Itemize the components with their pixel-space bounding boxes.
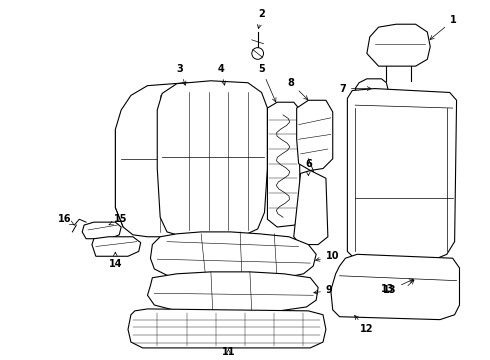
Text: 12: 12 xyxy=(355,315,373,334)
Text: 6: 6 xyxy=(305,159,312,176)
Text: 1: 1 xyxy=(430,15,457,40)
Text: 13: 13 xyxy=(381,284,394,294)
Text: 4: 4 xyxy=(217,64,225,85)
Polygon shape xyxy=(355,79,388,98)
Text: 7: 7 xyxy=(339,84,371,94)
Polygon shape xyxy=(115,83,238,237)
Text: 8: 8 xyxy=(288,78,308,100)
Text: 11: 11 xyxy=(221,347,235,357)
Polygon shape xyxy=(128,309,326,348)
Polygon shape xyxy=(331,254,460,320)
Polygon shape xyxy=(150,232,316,282)
Text: 2: 2 xyxy=(257,9,265,28)
Polygon shape xyxy=(92,237,141,256)
Polygon shape xyxy=(82,222,121,239)
Text: 16: 16 xyxy=(58,214,74,225)
Text: 10: 10 xyxy=(316,251,340,261)
Polygon shape xyxy=(294,171,328,244)
Text: 13: 13 xyxy=(383,279,414,296)
Text: 9: 9 xyxy=(314,285,333,296)
Polygon shape xyxy=(367,24,430,66)
Text: 3: 3 xyxy=(176,64,186,85)
Polygon shape xyxy=(296,100,333,171)
Polygon shape xyxy=(268,102,300,227)
Text: 15: 15 xyxy=(109,214,128,225)
Polygon shape xyxy=(157,81,268,235)
Text: 5: 5 xyxy=(258,64,276,102)
Polygon shape xyxy=(147,272,318,313)
Polygon shape xyxy=(347,89,457,261)
Text: 14: 14 xyxy=(109,252,122,269)
